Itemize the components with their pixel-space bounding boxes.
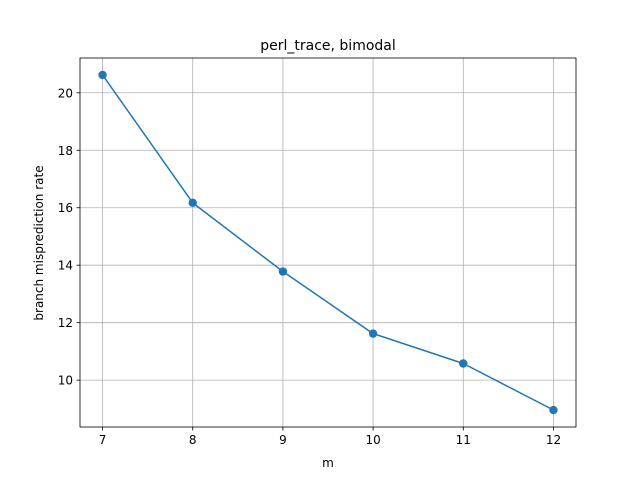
data-point (459, 359, 468, 368)
chart-title: perl_trace, bimodal (260, 38, 396, 54)
y-tick-label: 14 (58, 259, 73, 273)
y-tick-label: 18 (58, 144, 73, 158)
y-tick-label: 10 (58, 374, 73, 388)
y-tick-label: 16 (58, 201, 73, 215)
plot-frame (79, 57, 577, 428)
data-point (368, 329, 378, 338)
grid (80, 58, 576, 427)
x-tick-label: 7 (99, 433, 107, 447)
y-axis-label: branch misprediction rate (32, 165, 46, 320)
data-point (278, 267, 288, 276)
x-tick-label: 11 (456, 433, 471, 447)
x-tick-label: 12 (546, 433, 561, 447)
data-point (98, 70, 107, 80)
y-tick-label: 12 (58, 316, 73, 330)
x-tick-label: 8 (189, 433, 197, 447)
y-axis: 10 12 14 16 18 20 (58, 86, 80, 388)
y-tick-label: 20 (58, 86, 73, 100)
x-axis-label: m (322, 456, 334, 470)
plot-area (79, 57, 577, 428)
x-tick-label: 10 (365, 433, 380, 447)
data-point (549, 405, 558, 415)
x-tick-label: 9 (279, 433, 287, 447)
series-layer (98, 70, 558, 415)
series-line (101, 73, 555, 412)
data-point (188, 198, 197, 208)
x-axis: 7 8 9 10 11 12 (99, 427, 561, 447)
